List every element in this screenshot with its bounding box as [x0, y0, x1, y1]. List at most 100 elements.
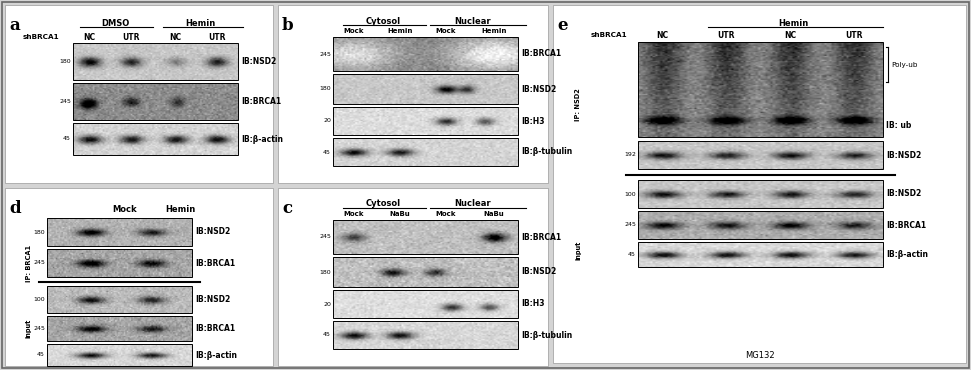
Text: 45: 45 [63, 137, 71, 141]
Text: c: c [282, 200, 292, 217]
Text: 45: 45 [323, 149, 331, 155]
Text: IB:β-actin: IB:β-actin [195, 350, 237, 360]
Text: IB:NSD2: IB:NSD2 [886, 189, 921, 198]
Text: IP: NSD2: IP: NSD2 [575, 88, 581, 121]
Text: IB:H3: IB:H3 [521, 299, 545, 309]
Text: UTR: UTR [718, 30, 735, 40]
Bar [638, 242, 883, 267]
Text: IB:NSD2: IB:NSD2 [521, 84, 556, 94]
Text: Mock: Mock [436, 211, 456, 217]
Text: 100: 100 [624, 192, 636, 196]
Text: a: a [9, 17, 19, 34]
Bar [333, 107, 518, 135]
Text: UTR: UTR [208, 33, 225, 41]
Bar [638, 211, 883, 239]
Bar [638, 42, 883, 137]
Text: NC: NC [169, 33, 182, 41]
Bar [278, 188, 548, 366]
Text: Cytosol: Cytosol [365, 17, 401, 26]
Text: IB:NSD2: IB:NSD2 [241, 57, 277, 66]
Text: Nuclear: Nuclear [454, 17, 491, 26]
Bar [73, 123, 238, 155]
Text: input: input [26, 318, 32, 337]
Bar [638, 141, 883, 169]
Text: NC: NC [656, 30, 669, 40]
Text: IB:BRCA1: IB:BRCA1 [886, 221, 926, 229]
Text: NaBu: NaBu [484, 211, 504, 217]
Text: IB:BRCA1: IB:BRCA1 [195, 259, 235, 268]
Text: shBRCA1: shBRCA1 [591, 32, 627, 38]
Bar [47, 316, 192, 341]
Text: Hemin: Hemin [165, 205, 195, 215]
Text: 45: 45 [37, 353, 45, 357]
Bar [553, 5, 966, 363]
Text: UTR: UTR [122, 33, 140, 41]
Text: Mock: Mock [343, 211, 363, 217]
Text: IB:BRCA1: IB:BRCA1 [521, 50, 561, 58]
Text: 100: 100 [33, 297, 45, 302]
Bar [333, 321, 518, 349]
Text: e: e [557, 17, 567, 34]
Bar [333, 257, 518, 287]
Text: 192: 192 [624, 152, 636, 158]
Bar [278, 5, 548, 183]
Text: IB: ub: IB: ub [886, 121, 912, 130]
Text: Poly-ub: Poly-ub [891, 61, 918, 67]
Text: Cytosol: Cytosol [365, 199, 401, 209]
Text: 45: 45 [323, 333, 331, 337]
Text: 20: 20 [323, 302, 331, 306]
Text: 180: 180 [59, 59, 71, 64]
Text: 180: 180 [319, 87, 331, 91]
Text: IB:BRCA1: IB:BRCA1 [195, 324, 235, 333]
Bar [333, 220, 518, 254]
Text: IB:H3: IB:H3 [521, 117, 545, 125]
Text: Mock: Mock [436, 28, 456, 34]
Text: 245: 245 [59, 99, 71, 104]
Bar [73, 83, 238, 120]
Bar [638, 180, 883, 208]
Text: 245: 245 [319, 235, 331, 239]
Text: NaBu: NaBu [389, 211, 410, 217]
Text: 45: 45 [628, 252, 636, 257]
Text: IB:NSD2: IB:NSD2 [521, 268, 556, 276]
Text: 245: 245 [319, 51, 331, 57]
Text: NC: NC [784, 30, 796, 40]
Text: IB:β-tubulin: IB:β-tubulin [521, 148, 572, 157]
Text: 180: 180 [319, 269, 331, 275]
Text: Hemin: Hemin [386, 28, 413, 34]
Text: 180: 180 [33, 229, 45, 235]
Text: 20: 20 [323, 118, 331, 124]
Text: 245: 245 [33, 260, 45, 266]
Bar [5, 5, 273, 183]
Text: Hemin: Hemin [482, 28, 507, 34]
Text: b: b [282, 17, 293, 34]
Text: Hemin: Hemin [778, 18, 808, 27]
Text: Nuclear: Nuclear [454, 199, 491, 209]
Bar [333, 74, 518, 104]
Text: IB:NSD2: IB:NSD2 [195, 295, 230, 304]
Text: input: input [575, 240, 581, 260]
Text: IP: BRCA1: IP: BRCA1 [26, 245, 32, 282]
Text: 245: 245 [624, 222, 636, 228]
Text: IB:BRCA1: IB:BRCA1 [521, 232, 561, 242]
Bar [333, 138, 518, 166]
Text: UTR: UTR [845, 30, 862, 40]
Text: Mock: Mock [113, 205, 137, 215]
Text: shBRCA1: shBRCA1 [23, 34, 59, 40]
Bar [47, 344, 192, 366]
Bar [333, 290, 518, 318]
Text: d: d [9, 200, 20, 217]
Text: IB:β-tubulin: IB:β-tubulin [521, 330, 572, 340]
Text: MG132: MG132 [745, 350, 774, 360]
Bar [47, 249, 192, 277]
Bar [5, 188, 273, 366]
Text: IB:β-actin: IB:β-actin [886, 250, 928, 259]
Bar [333, 37, 518, 71]
Text: IB:β-actin: IB:β-actin [241, 135, 283, 144]
Text: Hemin: Hemin [184, 18, 216, 27]
Bar [73, 43, 238, 80]
Bar [47, 286, 192, 313]
Text: DMSO: DMSO [101, 18, 129, 27]
Text: IB:NSD2: IB:NSD2 [195, 228, 230, 236]
Text: Mock: Mock [343, 28, 363, 34]
